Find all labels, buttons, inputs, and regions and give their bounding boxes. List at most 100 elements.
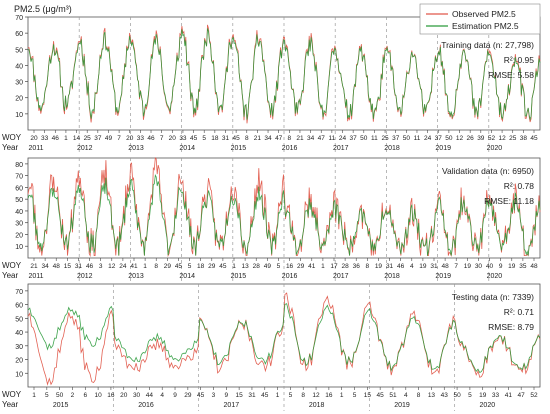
week-tick-label: 47 <box>318 135 326 142</box>
week-tick-label: 18 <box>197 263 205 270</box>
week-tick-label: 45 <box>219 263 227 270</box>
year-tick-label: 2014 <box>179 273 195 280</box>
week-tick-label: 38 <box>520 135 528 142</box>
annotation-line: RMSE: 11.18 <box>484 196 534 206</box>
week-tick-label: 1 <box>32 392 36 399</box>
week-tick-label: 50 <box>445 135 453 142</box>
week-tick-label: 19 <box>375 263 383 270</box>
week-tick-label: 45 <box>530 135 538 142</box>
week-tick-label: 34 <box>41 263 49 270</box>
week-tick-label: 8 <box>154 263 158 270</box>
week-tick-label: 31 <box>222 135 230 142</box>
week-tick-label: 7 <box>160 135 164 142</box>
week-tick-label: 4 <box>404 392 408 399</box>
year-tick-label: 2018 <box>384 273 400 280</box>
year-tick-label: 2018 <box>309 402 325 409</box>
annotation-line: R²: 0.95 <box>504 55 535 65</box>
week-tick-label: 25 <box>84 135 92 142</box>
week-tick-label: 28 <box>341 263 349 270</box>
week-tick-label: 31 <box>430 263 438 270</box>
week-tick-label: 3 <box>99 263 103 270</box>
week-tick-label: 25 <box>381 135 389 142</box>
week-tick-label: 19 <box>479 392 487 399</box>
week-tick-label: 49 <box>105 135 113 142</box>
week-tick-label: 47 <box>518 392 526 399</box>
year-tick-label: 2018 <box>384 145 400 152</box>
week-tick-label: 19 <box>464 263 472 270</box>
y-tick-label: 40 <box>15 330 23 337</box>
week-tick-label: 15 <box>236 392 244 399</box>
y-tick-label: 70 <box>15 15 23 22</box>
week-tick-label: 19 <box>508 263 516 270</box>
week-tick-label: 45 <box>233 135 241 142</box>
year-tick-label: 2013 <box>128 273 144 280</box>
week-tick-label: 1 <box>232 263 236 270</box>
week-tick-label: 33 <box>179 135 187 142</box>
year-tick-label: 2013 <box>128 145 144 152</box>
week-tick-label: 12 <box>498 135 506 142</box>
week-tick-label: 52 <box>530 392 538 399</box>
week-tick-label: 43 <box>441 392 449 399</box>
week-tick-label: 12 <box>108 263 116 270</box>
week-tick-label: 8 <box>301 392 305 399</box>
week-tick-label: 5 <box>289 392 293 399</box>
week-tick-label: 37 <box>392 135 400 142</box>
week-tick-label: 19 <box>419 263 427 270</box>
y-tick-label: 80 <box>15 162 23 169</box>
week-tick-label: 7 <box>117 135 121 142</box>
week-tick-label: 7 <box>454 263 458 270</box>
week-tick-label: 33 <box>41 135 49 142</box>
week-tick-label: 4 <box>410 263 414 270</box>
week-tick-label: 5 <box>202 135 206 142</box>
week-tick-label: 1 <box>64 135 68 142</box>
week-tick-label: 41 <box>308 263 316 270</box>
week-tick-label: 46 <box>397 263 405 270</box>
week-tick-label: 5 <box>277 263 281 270</box>
annotation-line: RMSE: 8.79 <box>488 322 534 332</box>
woy-row-label: WOY <box>2 261 22 270</box>
week-tick-label: 8 <box>288 135 292 142</box>
week-tick-label: 47 <box>275 135 283 142</box>
week-tick-label: 12 <box>456 135 464 142</box>
week-tick-label: 5 <box>468 392 472 399</box>
year-tick-label: 2014 <box>179 145 195 152</box>
annotation-line: R²: 0.78 <box>504 181 535 191</box>
week-tick-label: 1 <box>143 263 147 270</box>
week-tick-label: 26 <box>467 135 475 142</box>
week-tick-label: 21 <box>296 135 304 142</box>
y-tick-label: 20 <box>15 232 23 239</box>
week-tick-label: 34 <box>307 135 315 142</box>
woy-row-label: WOY <box>2 133 22 142</box>
year-tick-label: 2017 <box>333 145 349 152</box>
y-tick-label: 40 <box>15 63 23 70</box>
legend: Observed PM2.5 Estimation PM2.5 <box>419 3 541 35</box>
year-tick-label: 2017 <box>224 402 240 409</box>
week-tick-label: 41 <box>505 392 513 399</box>
week-tick-label: 25 <box>509 135 517 142</box>
week-tick-label: 3 <box>212 392 216 399</box>
week-tick-label: 20 <box>169 135 177 142</box>
week-tick-label: 16 <box>286 263 294 270</box>
annotation-line: Validation data (n: 6950) <box>442 166 534 176</box>
y-tick-label: 50 <box>15 316 23 323</box>
week-tick-label: 30 <box>133 392 141 399</box>
week-tick-label: 45 <box>197 392 205 399</box>
y-tick-label: 30 <box>15 221 23 228</box>
y-tick-label: 60 <box>15 303 23 310</box>
week-tick-label: 24 <box>119 263 127 270</box>
y-tick-label: 30 <box>15 344 23 351</box>
year-tick-label: 2016 <box>282 145 298 152</box>
year-tick-label: 2012 <box>77 273 93 280</box>
week-tick-label: 15 <box>64 263 72 270</box>
week-tick-label: 31 <box>248 392 256 399</box>
woy-row-label: WOY <box>2 390 22 399</box>
annotation-line: R²: 0.71 <box>504 307 535 317</box>
week-tick-label: 2 <box>71 392 75 399</box>
week-tick-label: 36 <box>353 263 361 270</box>
week-tick-label: 16 <box>107 392 115 399</box>
y-tick-label: 50 <box>15 47 23 54</box>
y-tick-label: 10 <box>15 371 23 378</box>
week-tick-label: 13 <box>428 392 436 399</box>
week-tick-label: 14 <box>73 135 81 142</box>
week-tick-label: 29 <box>164 263 172 270</box>
